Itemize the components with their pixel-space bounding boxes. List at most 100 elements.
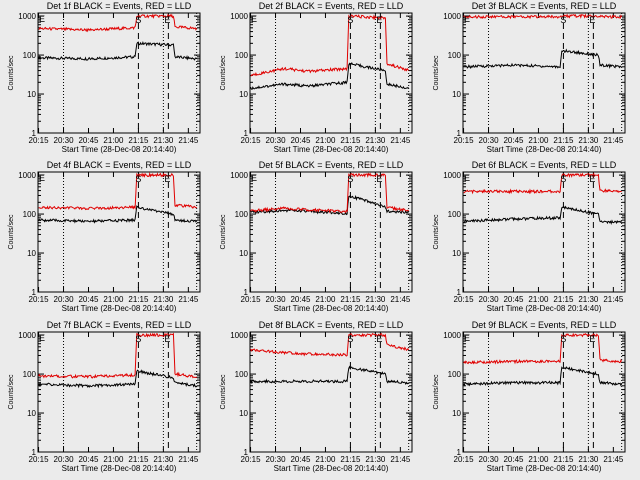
lld-series-line [463, 13, 623, 20]
y-tick-label: 100 [448, 210, 462, 219]
end-marker-label: E [589, 334, 595, 344]
end-marker-label: E [164, 15, 170, 25]
end-marker-label: E [251, 14, 257, 24]
end-marker-label: E [464, 333, 470, 343]
x-tick-label: 21:00 [528, 295, 549, 304]
y-tick-label: 1000 [18, 171, 36, 180]
events-series-line [463, 366, 623, 387]
events-series-line [250, 365, 409, 385]
plot-frame [462, 171, 626, 293]
start-marker-label: S [560, 15, 566, 25]
plot-frame [37, 171, 201, 293]
y-tick-label: 1000 [443, 12, 461, 21]
x-tick-label: 21:45 [603, 136, 624, 145]
x-tick-label: 21:45 [390, 295, 411, 304]
x-tick-label: 21:30 [578, 295, 599, 304]
y-axis-label: Counts/sec [220, 374, 227, 410]
x-tick-label: 21:45 [603, 455, 624, 464]
y-tick-label: 1 [32, 129, 37, 138]
x-tick-label: 20:30 [54, 295, 75, 304]
y-tick-label: 1 [32, 288, 37, 297]
x-tick-label: 21:15 [340, 295, 361, 304]
start-marker-label: S [135, 334, 141, 344]
x-tick-label: 20:15 [241, 455, 262, 464]
y-axis-label: Counts/sec [220, 55, 227, 91]
x-tick-label: 20:15 [241, 136, 262, 145]
x-tick-label: 21:15 [340, 136, 361, 145]
y-tick-label: 1000 [230, 171, 248, 180]
y-tick-label: 10 [239, 249, 248, 258]
y-tick-label: 100 [448, 51, 462, 60]
y-tick-label: 1 [457, 288, 462, 297]
x-tick-label: 20:30 [479, 455, 500, 464]
y-tick-label: 1 [244, 129, 249, 138]
x-axis-label: Start Time (28-Dec-08 20:14:40) [274, 145, 389, 154]
end-marker-label: E [164, 334, 170, 344]
y-tick-label: 1000 [230, 331, 248, 340]
x-axis-label: Start Time (28-Dec-08 20:14:40) [274, 304, 389, 313]
x-tick-label: 21:30 [153, 295, 174, 304]
panel-title: Det 3f BLACK = Events, RED = LLD [472, 1, 617, 11]
lld-series-line [38, 172, 197, 211]
end-marker-label: E [589, 15, 595, 25]
x-axis-label: Start Time (28-Dec-08 20:14:40) [487, 304, 602, 313]
x-tick-label: 21:45 [390, 455, 411, 464]
panel-1: Det 1f BLACK = Events, RED = LLD 1 10 100 10… [8, 1, 201, 154]
end-marker-label: E [39, 14, 45, 24]
plot-frame [249, 171, 413, 293]
y-tick-label: 100 [23, 370, 37, 379]
x-axis-label: Start Time (28-Dec-08 20:14:40) [274, 464, 389, 473]
y-tick-label: 10 [239, 90, 248, 99]
x-tick-label: 20:45 [290, 455, 311, 464]
end-marker-label: E [376, 334, 382, 344]
x-tick-label: 21:45 [178, 295, 199, 304]
end-marker-label: E [164, 174, 170, 184]
lld-series-line [38, 13, 198, 33]
y-axis-label: Counts/sec [8, 374, 15, 410]
x-tick-label: 20:45 [503, 455, 524, 464]
y-tick-label: 1000 [230, 12, 248, 21]
panel-2: Det 2f BLACK = Events, RED = LLD 1 10 100 10… [220, 1, 413, 154]
panel-title: Det 2f BLACK = Events, RED = LLD [259, 1, 404, 11]
x-tick-label: 20:45 [290, 295, 311, 304]
x-tick-label: 20:30 [479, 136, 500, 145]
x-tick-label: 20:45 [78, 455, 99, 464]
x-tick-label: 21:45 [178, 455, 199, 464]
x-tick-label: 21:00 [315, 295, 336, 304]
x-tick-label: 21:00 [315, 455, 336, 464]
y-tick-label: 100 [23, 210, 37, 219]
plot-frame [249, 331, 413, 453]
x-tick-label: 20:45 [503, 295, 524, 304]
events-series-line [463, 48, 622, 70]
events-series-line [38, 369, 198, 389]
events-series-line [38, 41, 198, 61]
y-tick-label: 10 [27, 249, 36, 258]
end-marker-label: E [589, 174, 595, 184]
y-tick-label: 1000 [443, 331, 461, 340]
start-marker-label: S [560, 334, 566, 344]
x-tick-label: 20:45 [78, 136, 99, 145]
y-tick-label: 10 [27, 409, 36, 418]
x-tick-label: 20:30 [54, 455, 75, 464]
x-tick-label: 20:15 [454, 295, 475, 304]
x-tick-label: 20:15 [29, 136, 50, 145]
y-tick-label: 1 [244, 448, 249, 457]
end-marker-label: E [464, 173, 470, 183]
x-tick-label: 21:00 [103, 136, 124, 145]
x-axis-label: Start Time (28-Dec-08 20:14:40) [62, 145, 177, 154]
y-axis-label: Counts/sec [433, 214, 440, 250]
x-tick-label: 20:15 [454, 136, 475, 145]
x-tick-label: 21:00 [103, 455, 124, 464]
x-tick-label: 21:00 [103, 295, 124, 304]
plot-frame [37, 12, 201, 134]
y-tick-label: 1000 [18, 12, 36, 21]
x-tick-label: 21:30 [153, 455, 174, 464]
events-series-line [250, 62, 410, 90]
x-tick-label: 21:45 [603, 295, 624, 304]
end-marker-label: E [376, 174, 382, 184]
y-tick-label: 10 [452, 409, 461, 418]
y-tick-label: 1 [457, 129, 462, 138]
plot-frame [462, 12, 626, 134]
y-tick-label: 100 [235, 370, 249, 379]
